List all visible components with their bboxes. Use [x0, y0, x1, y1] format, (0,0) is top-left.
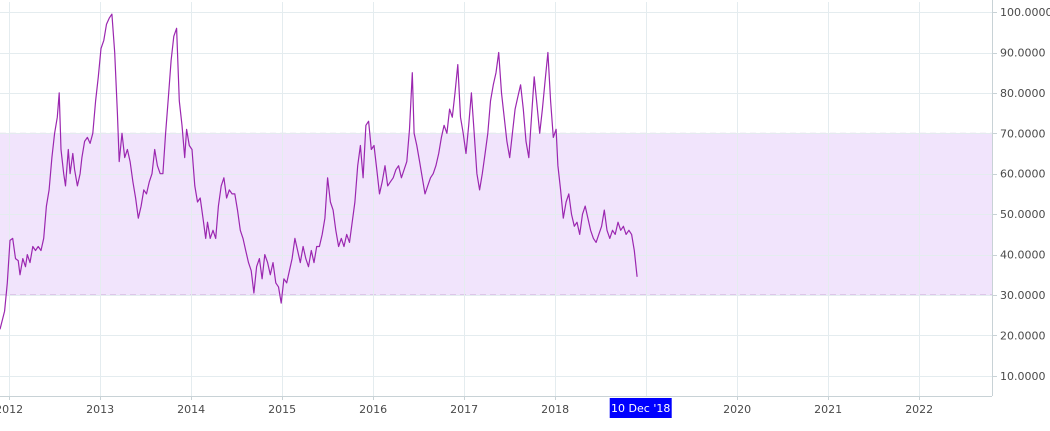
y-tick-label: 50.0000: [1000, 208, 1046, 221]
y-tick-label: 30.0000: [1000, 289, 1046, 302]
crosshair-date-label: 10 Dec '18: [611, 402, 670, 415]
grid-layer: [0, 2, 992, 396]
y-tick-label: 90.0000: [1000, 47, 1046, 60]
x-tick-label: 2016: [359, 403, 387, 416]
x-tick-label: 2015: [268, 403, 296, 416]
x-tick-label: 2020: [723, 403, 751, 416]
y-tick-label: 60.0000: [1000, 168, 1046, 181]
x-tick-label: 2014: [177, 403, 205, 416]
y-tick-label: 10.0000: [1000, 370, 1046, 383]
x-tick-label: 2021: [814, 403, 842, 416]
y-tick-label: 40.0000: [1000, 249, 1046, 262]
x-tick-label: 2012: [0, 403, 23, 416]
y-tick-label: 100.0000: [1000, 6, 1050, 19]
crosshair-date-badge: [609, 398, 672, 418]
y-tick-label: 20.0000: [1000, 329, 1046, 342]
x-tick-label: 2017: [450, 403, 478, 416]
axis-layer: [0, 0, 997, 400]
y-tick-label: 70.0000: [1000, 127, 1046, 140]
x-tick-label: 2018: [541, 403, 569, 416]
x-tick-label: 2013: [86, 403, 114, 416]
y-tick-label: 80.0000: [1000, 87, 1046, 100]
x-tick-label: 2022: [905, 403, 933, 416]
series-layer: [0, 13, 638, 330]
series-line: [0, 13, 638, 330]
label-layer: 10.0000 20.0000 30.0000 40.0000 50.0000 60.00…: [0, 6, 1050, 418]
